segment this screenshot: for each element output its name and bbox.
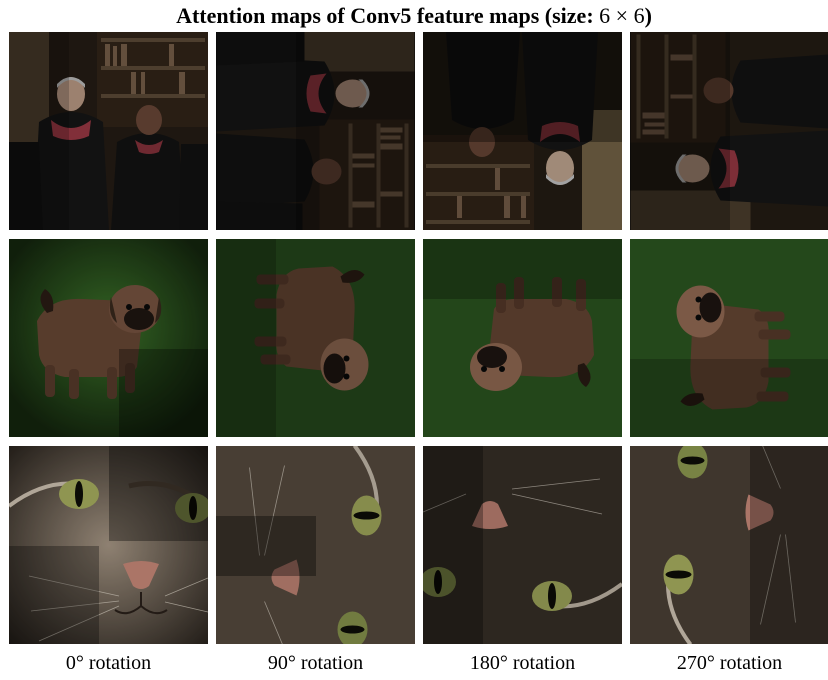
cell-graduates-180 [423, 32, 622, 230]
attention-grid [9, 32, 828, 644]
cell-cat-90 [216, 446, 415, 644]
puppy-photo-icon [423, 239, 622, 437]
title-close: ) [644, 3, 652, 28]
figure-title: Attention maps of Conv5 feature maps (si… [0, 3, 828, 29]
cell-graduates-0 [9, 32, 208, 230]
graduates-photo-icon [9, 32, 208, 230]
caption-270-rotation: 270° rotation [676, 652, 783, 674]
graduates-photo-icon [630, 32, 828, 230]
title-text: Attention maps of Conv5 feature maps (si… [176, 3, 594, 28]
graduates-photo-icon [423, 32, 622, 230]
cell-graduates-270 [630, 32, 828, 230]
cell-cat-0 [9, 446, 208, 644]
cell-puppy-180 [423, 239, 622, 437]
caption-0-rotation: 0° rotation [65, 652, 152, 674]
cat-photo-icon [630, 446, 828, 644]
cell-puppy-0 [9, 239, 208, 437]
cell-cat-270 [630, 446, 828, 644]
cat-photo-icon [423, 446, 622, 644]
cat-photo-icon [216, 446, 415, 644]
cell-puppy-90 [216, 239, 415, 437]
title-size: 6 × 6 [599, 3, 645, 28]
cat-photo-icon [9, 446, 208, 644]
puppy-photo-icon [630, 239, 828, 437]
graduates-photo-icon [216, 32, 415, 230]
caption-180-rotation: 180° rotation [469, 652, 576, 674]
cell-cat-180 [423, 446, 622, 644]
puppy-photo-icon [216, 239, 415, 437]
puppy-photo-icon [9, 239, 208, 437]
cell-puppy-270 [630, 239, 828, 437]
caption-90-rotation: 90° rotation [267, 652, 364, 674]
cell-graduates-90 [216, 32, 415, 230]
